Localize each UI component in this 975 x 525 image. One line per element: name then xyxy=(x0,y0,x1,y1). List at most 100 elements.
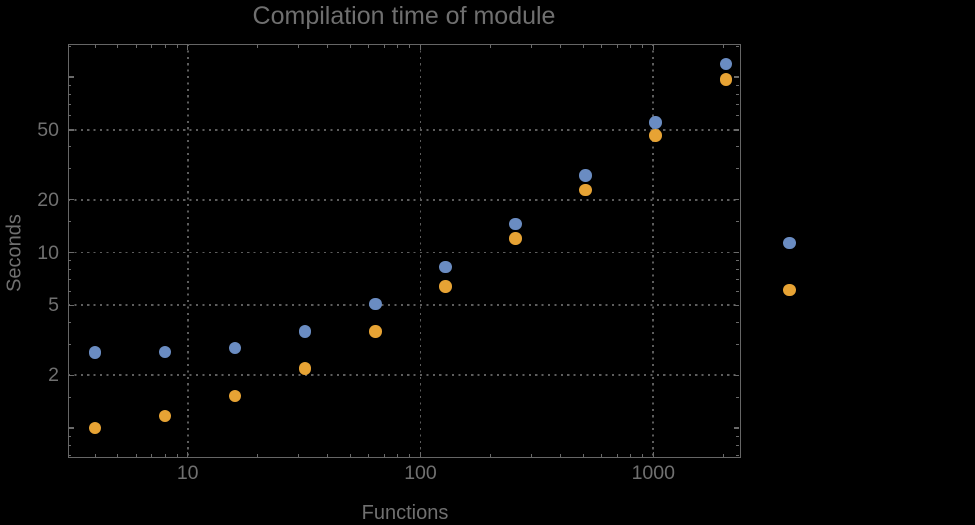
gridline-y-20 xyxy=(68,198,740,201)
x-tick-top-400 xyxy=(560,44,562,48)
y-tick-right-100 xyxy=(733,76,740,78)
x-tick-top-500 xyxy=(582,44,584,48)
x-tick-label-1000: 1000 xyxy=(631,462,675,484)
gridline-y-5 xyxy=(68,304,740,307)
y-tick-left-5 xyxy=(68,304,74,307)
x-tick-top-600 xyxy=(601,44,603,48)
y-tick-left-60 xyxy=(68,115,72,117)
y-tick-left-15 xyxy=(68,221,72,223)
x-tick-bottom-1000 xyxy=(652,451,654,457)
x-tick-top-40 xyxy=(327,44,329,48)
x-tick-top-700 xyxy=(616,44,618,48)
data-point-orange-x2048 xyxy=(719,73,732,86)
y-tick-label-50: 50 xyxy=(37,118,59,141)
data-point-blue-x8 xyxy=(158,345,172,358)
y-tick-left-90 xyxy=(68,84,72,86)
data-point-blue-x64 xyxy=(369,297,382,311)
x-tick-bottom-40 xyxy=(327,453,329,457)
y-tick-right-150 xyxy=(736,45,740,47)
x-tick-top-200 xyxy=(490,44,492,48)
x-axis-label: Functions xyxy=(361,502,449,524)
x-tick-bottom-10 xyxy=(186,451,189,457)
x-tick-top-7 xyxy=(151,44,153,48)
x-tick-top-60 xyxy=(368,44,370,48)
gridline-x-1000 xyxy=(652,44,655,457)
x-tick-top-10 xyxy=(186,44,189,50)
chart-title: Compilation time of module xyxy=(252,2,556,30)
data-point-orange-x8 xyxy=(158,409,172,423)
x-tick-bottom-100 xyxy=(419,451,422,457)
y-tick-right-60 xyxy=(736,115,740,117)
y-tick-left-30 xyxy=(68,168,72,170)
x-tick-bottom-7 xyxy=(151,453,153,457)
y-tick-left-1.5 xyxy=(68,396,72,398)
y-tick-left-4 xyxy=(68,321,72,323)
y-tick-left-80 xyxy=(68,93,72,95)
y-tick-left-8 xyxy=(68,269,72,271)
x-tick-bottom-900 xyxy=(642,453,644,457)
y-tick-right-15 xyxy=(736,221,740,223)
x-tick-bottom-6 xyxy=(135,453,137,457)
x-tick-bottom-50 xyxy=(349,453,351,457)
x-tick-bottom-70 xyxy=(383,453,385,457)
y-tick-left-20 xyxy=(68,198,74,201)
data-point-blue-x2048 xyxy=(719,57,732,70)
y-tick-left-150 xyxy=(68,45,72,47)
y-tick-left-3 xyxy=(68,343,72,345)
data-point-blue-x32 xyxy=(299,325,312,338)
x-tick-bottom-8 xyxy=(164,453,166,457)
data-point-orange-x4 xyxy=(88,421,102,435)
x-tick-bottom-4 xyxy=(94,453,96,457)
y-tick-right-3 xyxy=(736,343,740,345)
x-tick-top-8 xyxy=(164,44,166,48)
x-tick-top-4 xyxy=(94,44,96,48)
y-tick-right-2 xyxy=(733,374,740,376)
x-tick-top-50 xyxy=(349,44,351,48)
x-tick-top-300 xyxy=(531,44,533,48)
y-tick-left-0.8 xyxy=(68,444,72,446)
y-tick-left-50 xyxy=(68,129,74,131)
y-tick-label-10: 10 xyxy=(37,241,59,264)
y-tick-label-2: 2 xyxy=(48,364,59,387)
gridline-y-50 xyxy=(68,128,740,131)
y-tick-right-0.8 xyxy=(736,444,740,446)
y-tick-left-70 xyxy=(68,103,72,105)
y-tick-left-9 xyxy=(68,260,72,262)
y-tick-left-40 xyxy=(68,146,72,148)
x-tick-top-800 xyxy=(630,44,632,48)
data-point-blue-x16 xyxy=(229,342,242,355)
y-tick-right-4 xyxy=(736,321,740,323)
data-point-blue-x128 xyxy=(439,260,452,273)
gridline-x-100 xyxy=(419,44,422,457)
data-point-orange-x32 xyxy=(299,362,312,375)
x-tick-label-10: 10 xyxy=(176,462,199,484)
x-tick-bottom-90 xyxy=(409,453,411,457)
x-tick-bottom-20 xyxy=(257,453,259,457)
y-tick-right-0.9 xyxy=(736,435,740,437)
x-tick-bottom-800 xyxy=(630,453,632,457)
x-tick-bottom-200 xyxy=(490,453,492,457)
x-tick-top-900 xyxy=(642,44,644,48)
plot-frame xyxy=(67,43,741,459)
y-tick-left-0.7 xyxy=(68,454,72,456)
x-tick-top-6 xyxy=(135,44,137,48)
data-point-blue-x512 xyxy=(579,169,592,182)
data-point-orange-x1024 xyxy=(649,129,662,142)
y-tick-right-7 xyxy=(736,279,740,281)
y-tick-right-80 xyxy=(736,93,740,95)
y-tick-left-10 xyxy=(68,251,74,254)
y-tick-left-0.9 xyxy=(68,435,72,437)
y-tick-right-40 xyxy=(736,146,740,148)
gridline-x-10 xyxy=(186,44,189,457)
x-tick-top-2000 xyxy=(722,44,724,48)
y-tick-right-1.5 xyxy=(736,396,740,398)
y-tick-right-1 xyxy=(733,427,740,429)
x-tick-label-100: 100 xyxy=(404,462,437,484)
x-tick-top-90 xyxy=(409,44,411,48)
x-tick-bottom-9 xyxy=(176,453,178,457)
data-point-orange-x128 xyxy=(439,280,452,293)
x-tick-bottom-80 xyxy=(397,453,399,457)
data-point-orange-x256 xyxy=(509,232,522,245)
x-tick-bottom-400 xyxy=(560,453,562,457)
x-tick-bottom-300 xyxy=(531,453,533,457)
